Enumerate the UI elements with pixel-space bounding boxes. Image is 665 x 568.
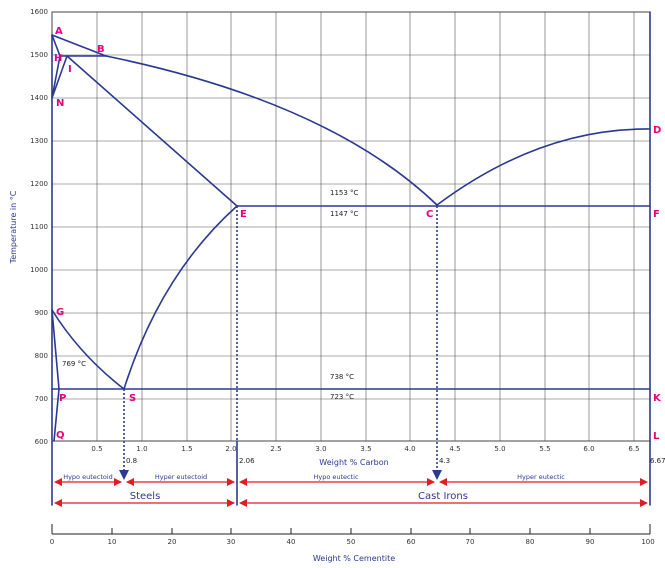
arrowhead-s: [119, 470, 129, 480]
y-axis: 1600 1500 1400 1300 1200 1100 1000 900 8…: [30, 8, 48, 446]
label-hypo-eutectic: Hypo eutectic: [313, 473, 358, 481]
point-label-f: F: [653, 209, 660, 220]
point-label-i: I: [68, 64, 72, 75]
solidus-ah-line: [51, 34, 61, 57]
mark-0-8: 0.8: [126, 457, 137, 465]
y-tick-label: 1000: [30, 266, 48, 274]
point-label-b: B: [97, 44, 105, 55]
label-hyper-eutectic: Hyper eutectic: [517, 473, 565, 481]
x-tick-label: 0.5: [91, 445, 102, 453]
delta-hn-line: [51, 55, 61, 99]
cementite-tick-label: 100: [641, 538, 654, 546]
liquidus-cd-line: [436, 128, 651, 206]
label-hypo-eutectoid: Hypo eutectoid: [63, 473, 113, 481]
phase-lines: [51, 11, 651, 506]
point-label-h: H: [54, 53, 62, 64]
x-axis: 0.5 1.0 1.5 2.0 2.5 3.0 3.5 4.0 4.5 5.0 …: [91, 445, 639, 453]
composition-marks: 0.8 2.06 4.3 6.67: [126, 457, 665, 465]
temp-1153: 1153 °C: [330, 189, 359, 197]
range-labels: Hypo eutectoid Hyper eutectoid Hypo eute…: [63, 473, 565, 502]
x-tick-label: 4.0: [404, 445, 415, 453]
y-tick-label: 900: [35, 309, 48, 317]
x-tick-label: 2.5: [270, 445, 281, 453]
y-tick-label: 1300: [30, 137, 48, 145]
y-tick-label: 1600: [30, 8, 48, 16]
cementite-tick-label: 50: [347, 538, 356, 546]
x-tick-label: 3.5: [360, 445, 371, 453]
composition-droplines: [123, 206, 438, 470]
point-label-c: C: [426, 209, 433, 220]
y-tick-label: 800: [35, 352, 48, 360]
temp-723: 723 °C: [330, 393, 354, 401]
cementite-tick-label: 10: [108, 538, 117, 546]
gp-line: [51, 309, 60, 390]
x-tick-label: 3.0: [315, 445, 326, 453]
x-axis-label: Weight % Carbon: [319, 458, 388, 467]
cementite-tick-label: 40: [287, 538, 296, 546]
mark-6-67: 6.67: [650, 457, 665, 465]
point-label-n: N: [56, 98, 64, 109]
y-tick-label: 1400: [30, 94, 48, 102]
cementite-tick-labels: 0 10 20 30 40 50 60 70 80 90 100: [50, 538, 655, 546]
x-tick-label: 1.5: [181, 445, 192, 453]
liquidus-bc-line: [105, 55, 438, 206]
x-tick-label: 6.5: [628, 445, 639, 453]
x-tick-label: 5.5: [539, 445, 550, 453]
pq-line: [53, 388, 60, 442]
delta-in-line: [51, 55, 68, 99]
y-tick-label: 1200: [30, 180, 48, 188]
x-tick-label: 4.5: [449, 445, 460, 453]
cementite-axis: [51, 524, 651, 535]
temp-769: 769 °C: [62, 360, 86, 368]
solidus-ie-line: [66, 55, 238, 207]
cementite-tick-label: 70: [466, 538, 475, 546]
range-arrows: [54, 478, 648, 507]
y-tick-label: 600: [35, 438, 48, 446]
mark-4-3: 4.3: [439, 457, 450, 465]
arrowhead-c: [432, 470, 442, 480]
acm-es-line: [123, 205, 238, 390]
point-label-k: K: [653, 393, 662, 404]
cementite-tick-label: 0: [50, 538, 54, 546]
cementite-tick-label: 90: [586, 538, 595, 546]
cementite-tick-label: 20: [168, 538, 177, 546]
point-label-e: E: [240, 209, 247, 220]
y-tick-label: 1500: [30, 51, 48, 59]
temp-738: 738 °C: [330, 373, 354, 381]
x-tick-label: 6.0: [583, 445, 594, 453]
liquidus-ab-line: [51, 34, 107, 57]
point-label-d: D: [653, 125, 661, 136]
point-label-q: Q: [56, 430, 65, 441]
a3-gs-line: [51, 309, 125, 390]
x-tick-label: 1.0: [136, 445, 147, 453]
label-hyper-eutectoid: Hyper eutectoid: [155, 473, 207, 481]
x-tick-label: 2.0: [225, 445, 236, 453]
cementite-tick-label: 60: [407, 538, 416, 546]
cementite-tick-label: 30: [227, 538, 236, 546]
x-tick-label: 5.0: [494, 445, 505, 453]
y-tick-label: 700: [35, 395, 48, 403]
point-label-l: L: [653, 431, 660, 442]
point-labels: A B H I N D E C F G P S Q K L: [54, 26, 662, 442]
temperature-annotations: 1153 °C 1147 °C 769 °C 738 °C 723 °C: [62, 189, 359, 401]
point-label-s: S: [129, 393, 136, 404]
y-axis-label: Temperature in °C: [9, 190, 18, 264]
label-steels: Steels: [130, 491, 161, 502]
point-label-p: P: [59, 393, 66, 404]
cementite-tick-label: 80: [526, 538, 535, 546]
mark-2-06: 2.06: [239, 457, 255, 465]
point-label-g: G: [56, 307, 64, 318]
point-label-a: A: [55, 26, 63, 37]
y-tick-label: 1100: [30, 223, 48, 231]
cementite-axis-label: Weight % Cementite: [313, 554, 395, 563]
plot-grid: [51, 11, 651, 442]
label-cast-irons: Cast Irons: [418, 491, 468, 502]
temp-1147: 1147 °C: [330, 210, 359, 218]
